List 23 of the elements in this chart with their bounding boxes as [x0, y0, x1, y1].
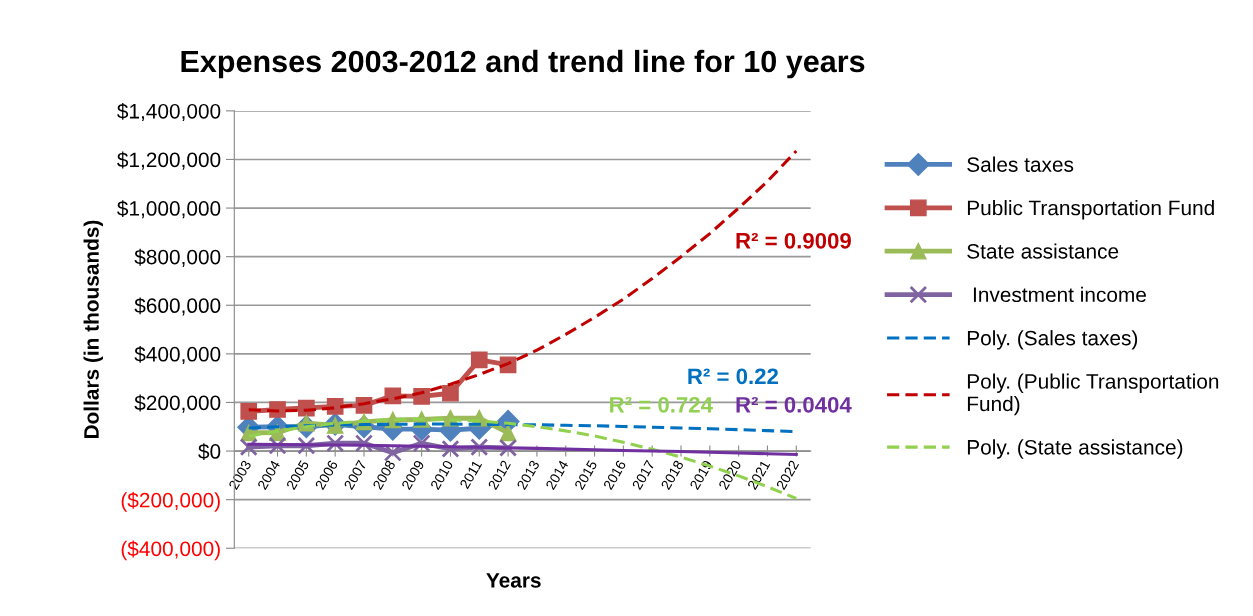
y-tick-label: ($200,000): [121, 491, 220, 512]
annotation: R² = 0.22: [688, 368, 778, 385]
legend-label: Poly. (Sales taxes): [967, 330, 1138, 350]
x-axis-title: Years: [486, 573, 541, 588]
legend-label: Poly. (Public Transportation Fund): [967, 373, 1219, 416]
chart-title: Expenses 2003-2012 and trend line for 10 years: [181, 49, 865, 79]
y-tick-label: $400,000: [134, 345, 221, 365]
legend-label: Sales taxes: [967, 156, 1074, 172]
y-tick-label: $800,000: [134, 248, 221, 267]
y-tick-label: $1,200,000: [117, 151, 221, 170]
y-tick-label: $1,400,000: [117, 103, 221, 122]
legend-label: State assistance: [967, 243, 1119, 259]
annotation: R² = 0.9009: [736, 232, 851, 249]
legend-label: Public Transportation Fund: [967, 200, 1214, 220]
y-tick-label: $0: [198, 443, 221, 461]
legend-label: Poly. (State assistance): [967, 439, 1183, 459]
y-axis-title: Dollars (in thousands): [83, 220, 103, 439]
annotation: R² = 0.0404: [736, 396, 852, 413]
y-tick-label: $200,000: [134, 394, 221, 413]
legend-label: Investment income: [973, 286, 1146, 303]
y-tick-label: $1,000,000: [117, 200, 221, 219]
y-tick-label: ($400,000): [121, 540, 220, 561]
y-tick-label: $600,000: [134, 297, 221, 316]
